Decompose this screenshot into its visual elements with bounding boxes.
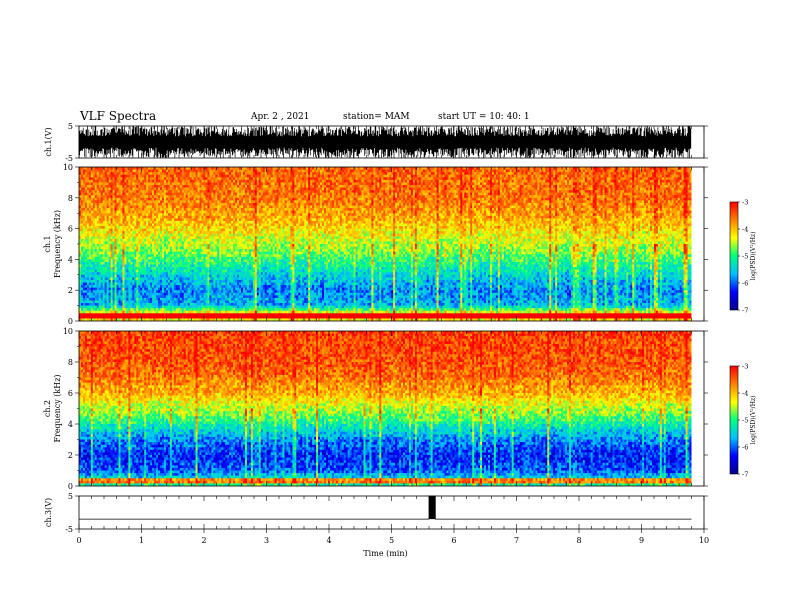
- colorbar-ch1-tick-label: -5: [742, 253, 748, 261]
- colorbar-ch2-tick-label: -7: [742, 471, 748, 479]
- x-axis-label: Time (min): [363, 549, 407, 558]
- x-tick-label: 4: [326, 536, 331, 545]
- x-tick-label: 10: [699, 536, 709, 545]
- y-axis-label: ch.3(V): [44, 498, 53, 527]
- colorbar-ch1-tick-label: -4: [742, 226, 748, 234]
- y-tick-label: -5: [65, 154, 73, 163]
- colorbar-ch1-tick-label: -6: [742, 280, 748, 288]
- x-tick-label: 2: [201, 536, 206, 545]
- colorbar-ch2-tick-label: -3: [742, 363, 748, 371]
- y-tick-label: 4: [68, 255, 73, 264]
- y-tick-label: 10: [63, 163, 73, 172]
- colorbar-ch2: [729, 365, 739, 475]
- colorbar-ch1: [729, 201, 739, 311]
- x-tick-label: 0: [76, 536, 81, 545]
- y-tick-label: 0: [68, 317, 73, 326]
- y-tick-label: 2: [68, 451, 73, 460]
- colorbar-ch1-tick-label: -3: [742, 199, 748, 207]
- header-station: station= MAM: [343, 112, 410, 122]
- x-tick-label: 6: [451, 536, 456, 545]
- x-tick-label: 8: [576, 536, 581, 545]
- y-tick-label: 8: [68, 194, 73, 203]
- x-tick-label: 7: [514, 536, 519, 545]
- y-axis-label-frequency: Frequency (kHz): [53, 210, 62, 278]
- y-tick-label: 2: [68, 286, 73, 295]
- y-axis-label-frequency: Frequency (kHz): [53, 374, 62, 442]
- spectrogram-ch1-nodata: [691, 167, 704, 321]
- spectrogram-ch2-nodata: [691, 331, 704, 486]
- y-tick-label: 4: [68, 420, 73, 429]
- spectrogram-ch1-image: [79, 167, 692, 321]
- y-axis-label-channel: ch.1: [43, 235, 52, 252]
- y-tick-label: 5: [68, 492, 73, 501]
- ch3-pulse: [429, 496, 436, 520]
- colorbar-ch2-tick-label: -6: [742, 444, 748, 452]
- y-axis-label-channel: ch.2: [43, 400, 52, 417]
- y-tick-label: 6: [68, 225, 73, 234]
- colorbar-ch2-tick-label: -4: [742, 390, 748, 398]
- y-tick-label: -5: [65, 525, 73, 534]
- y-axis-label: ch.1(V): [44, 127, 53, 156]
- colorbar-ch1-tick-label: -7: [742, 307, 748, 315]
- ch3-waveform: [79, 495, 692, 520]
- y-tick-label: 0: [68, 482, 73, 491]
- y-tick-label: 10: [63, 327, 73, 336]
- x-tick-label: 1: [139, 536, 144, 545]
- ch1-waveform: [78, 126, 692, 158]
- x-tick-label: 9: [639, 536, 644, 545]
- spectrogram-ch2-image: [79, 331, 692, 486]
- header-start-time: start UT = 10: 40: 1: [438, 112, 530, 122]
- colorbar-ch2-label: log(PSD)(V²/Hz): [750, 396, 757, 445]
- colorbar-ch1-label: log(PSD)(V²/Hz): [750, 232, 757, 281]
- header-date: Apr. 2 , 2021: [251, 112, 310, 122]
- y-tick-label: 5: [68, 122, 73, 131]
- figure-title: VLF Spectra: [80, 109, 156, 123]
- x-tick-label: 3: [264, 536, 269, 545]
- y-tick-label: 6: [68, 389, 73, 398]
- y-tick-label: 8: [68, 358, 73, 367]
- x-tick-label: 5: [389, 536, 394, 545]
- colorbar-ch2-tick-label: -5: [742, 417, 748, 425]
